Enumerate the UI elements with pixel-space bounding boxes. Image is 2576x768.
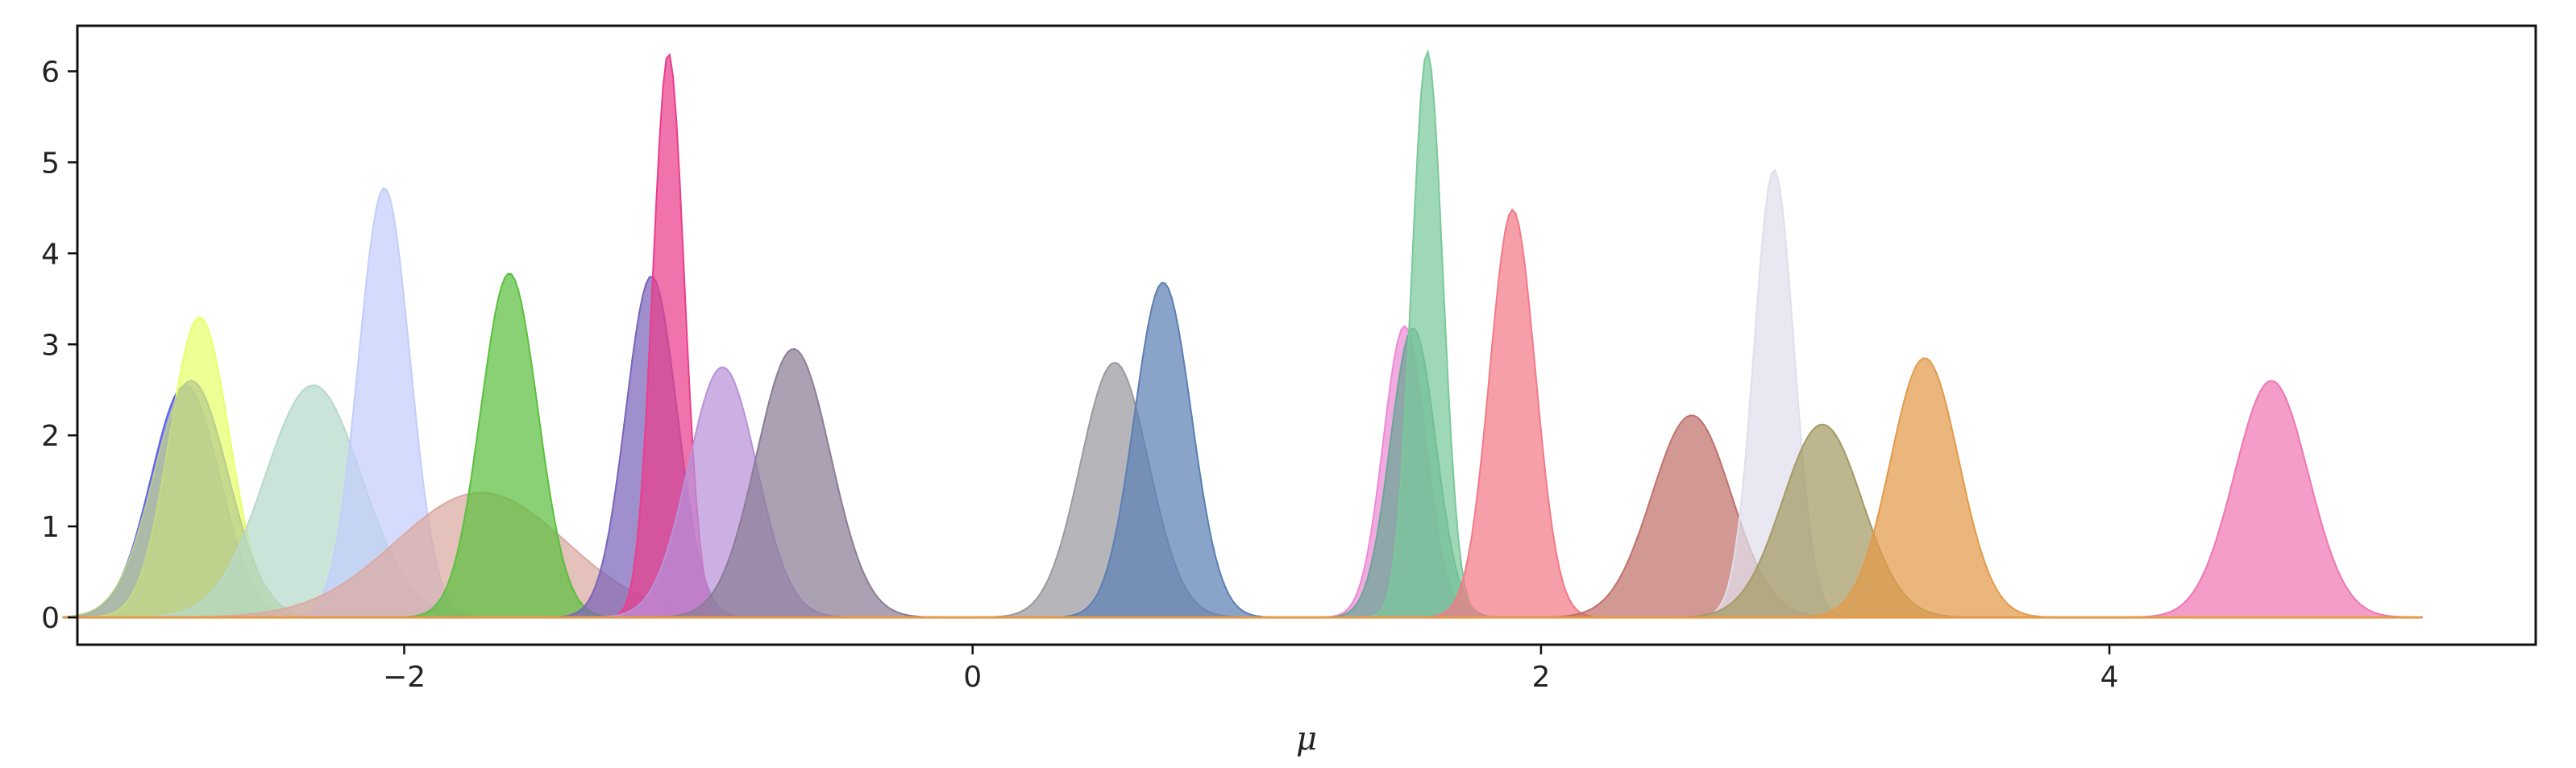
- plot-area: [62, 48, 2423, 619]
- y-tick-label: 4: [41, 238, 60, 271]
- x-tick-label: 0: [963, 661, 982, 694]
- axes-frame: [76, 24, 2537, 646]
- y-tick-label: 0: [41, 602, 60, 635]
- x-axis-label: μ: [1296, 720, 1317, 758]
- y-tick-label: 3: [41, 329, 60, 362]
- y-tick-label: 5: [41, 147, 60, 180]
- y-tick-label: 6: [41, 56, 60, 89]
- x-tick-label: −2: [383, 661, 426, 694]
- x-tick-label: 2: [1531, 661, 1550, 694]
- y-axis: 0 1 2 3 4 5 6: [41, 56, 77, 635]
- y-tick-label: 2: [41, 420, 60, 453]
- x-axis: −2 0 2 4: [383, 645, 2119, 694]
- y-tick-label: 1: [41, 511, 60, 544]
- x-tick-label: 4: [2100, 661, 2119, 694]
